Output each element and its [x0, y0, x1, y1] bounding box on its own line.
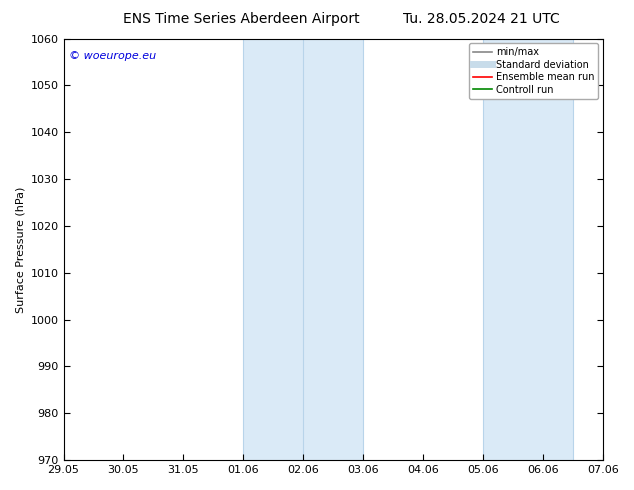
Text: © woeurope.eu: © woeurope.eu — [69, 51, 156, 61]
Y-axis label: Surface Pressure (hPa): Surface Pressure (hPa) — [15, 186, 25, 313]
Legend: min/max, Standard deviation, Ensemble mean run, Controll run: min/max, Standard deviation, Ensemble me… — [469, 44, 598, 98]
Text: Tu. 28.05.2024 21 UTC: Tu. 28.05.2024 21 UTC — [403, 12, 560, 26]
Bar — [243, 39, 363, 460]
Bar — [483, 39, 573, 460]
Text: ENS Time Series Aberdeen Airport: ENS Time Series Aberdeen Airport — [122, 12, 359, 26]
